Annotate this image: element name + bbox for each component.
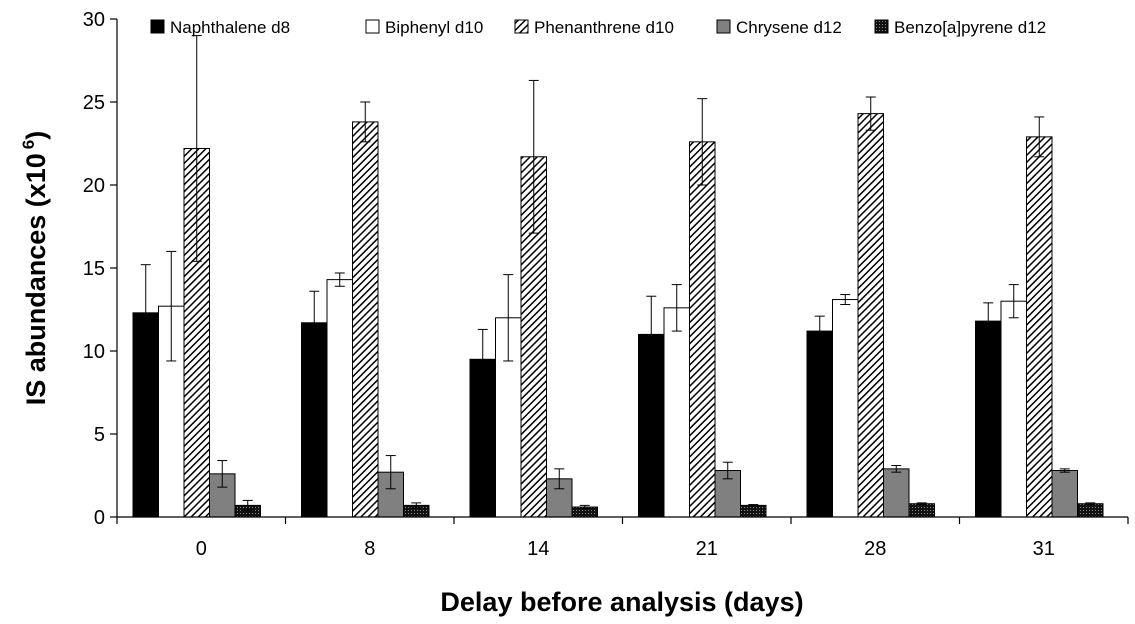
bar (975, 320, 1002, 518)
bar (1026, 136, 1053, 518)
y-tick-label: 0 (94, 507, 105, 529)
legend-label: Benzo[a]pyrene d12 (894, 18, 1046, 37)
bar (883, 468, 910, 518)
legend-swatch (716, 19, 731, 34)
y-axis-title-exponent: 6 (19, 140, 38, 149)
legend-swatch (365, 19, 380, 34)
x-tick-label: 28 (864, 538, 886, 560)
plot-area (132, 35, 1104, 518)
bar (740, 504, 767, 518)
x-tick-label: 0 (196, 538, 207, 560)
bar (689, 141, 716, 518)
x-tick-label: 31 (1033, 538, 1055, 560)
legend: Naphthalene d8 Biphenyl d10 Phenanthrene d… (150, 18, 1046, 37)
bar (326, 279, 353, 518)
bar (663, 307, 690, 518)
bar (1077, 503, 1104, 518)
legend-label: Chrysene d12 (736, 18, 842, 37)
x-ticks: 0 8 14 21 28 31 (116, 517, 1129, 560)
bar (1000, 300, 1027, 518)
bars-group (132, 113, 1104, 518)
x-axis-title: Delay before analysis (days) (440, 587, 803, 617)
bar (1051, 470, 1078, 518)
y-axis-title: IS abundances (x10 6) (19, 131, 51, 406)
y-tick-label: 5 (94, 424, 105, 446)
legend-label: Biphenyl d10 (385, 18, 483, 37)
y-tick-label: 30 (83, 9, 105, 31)
bar (832, 299, 859, 518)
x-tick-label: 14 (527, 538, 549, 560)
bar (908, 503, 935, 518)
y-tick-label: 25 (83, 92, 105, 114)
bar (352, 121, 379, 518)
legend-label: Naphthalene d8 (170, 18, 290, 37)
bar (857, 113, 884, 518)
axes: 0 5 10 15 20 25 30 0 8 14 21 28 31 (83, 9, 1129, 560)
y-tick-label: 15 (83, 258, 105, 280)
x-tick-label: 21 (696, 538, 718, 560)
y-axis-title-close: ) (21, 131, 51, 140)
y-tick-label: 10 (83, 341, 105, 363)
bar (806, 330, 833, 518)
bar (301, 322, 328, 518)
legend-swatch (514, 19, 529, 34)
y-axis-title-main: IS abundances (x10 (21, 153, 51, 405)
legend-swatch (874, 19, 889, 34)
y-tick-label: 20 (83, 175, 105, 197)
x-tick-label: 8 (364, 538, 375, 560)
legend-label: Phenanthrene d10 (534, 18, 674, 37)
y-ticks: 0 5 10 15 20 25 30 (83, 9, 117, 529)
legend-swatch (150, 19, 165, 34)
error-bars-group (140, 35, 1096, 511)
